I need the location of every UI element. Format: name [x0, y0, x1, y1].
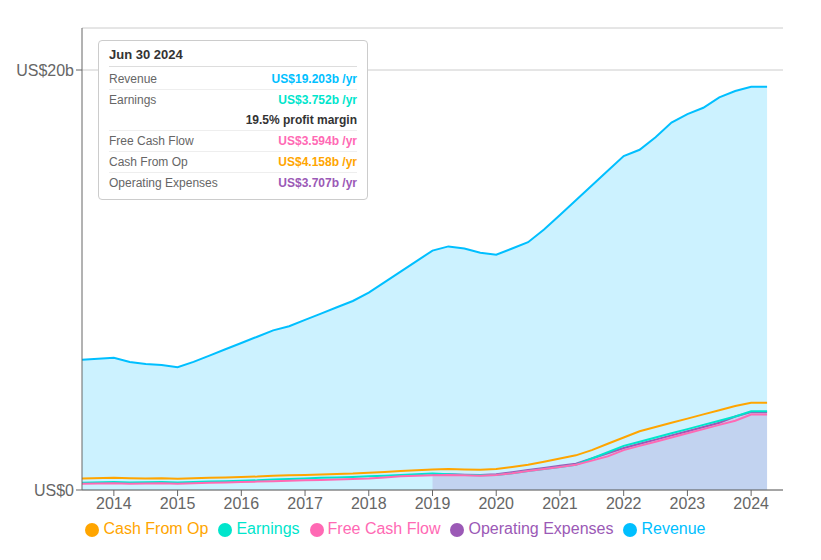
html-text:Cash From Op: Cash From Op: [109, 155, 188, 169]
svg-text:2023: 2023: [670, 495, 706, 512]
html-text:Jun 30 2024: Jun 30 2024: [109, 47, 183, 62]
html-text:Cash From Op: Cash From Op: [103, 520, 209, 537]
svg-text:2014: 2014: [96, 495, 132, 512]
svg-text:2015: 2015: [160, 495, 196, 512]
html-text:Free Cash Flow: Free Cash Flow: [327, 520, 441, 537]
svg-text:2016: 2016: [224, 495, 260, 512]
html-text:US$3.752b /yr: US$3.752b /yr: [278, 93, 357, 107]
html-text:Revenue: Revenue: [109, 72, 157, 86]
html-text:Operating Expenses: Operating Expenses: [468, 520, 614, 537]
html-text:US$4.158b /yr: US$4.158b /yr: [278, 155, 357, 169]
html-text:Earnings: Earnings: [236, 520, 300, 537]
html-text:Earnings: Earnings: [109, 93, 157, 107]
svg-text:US$20b: US$20b: [16, 62, 74, 79]
html-text:Operating Expenses: Operating Expenses: [109, 176, 218, 190]
html-text:Revenue: Revenue: [641, 520, 706, 537]
html-text:19.5% profit margin: 19.5% profit margin: [245, 113, 357, 127]
svg-text:2024: 2024: [733, 495, 769, 512]
svg-text:2018: 2018: [351, 495, 387, 512]
html-text:US$3.707b /yr: US$3.707b /yr: [278, 176, 357, 190]
svg-text:2020: 2020: [478, 495, 514, 512]
svg-text:2022: 2022: [606, 495, 642, 512]
html-text:US$3.594b /yr: US$3.594b /yr: [278, 134, 357, 148]
svg-text:US$0: US$0: [34, 482, 74, 499]
html-text:Free Cash Flow: Free Cash Flow: [109, 134, 194, 148]
svg-text:2019: 2019: [415, 495, 451, 512]
html-text:US$19.203b /yr: US$19.203b /yr: [271, 72, 357, 86]
svg-text:2021: 2021: [542, 495, 578, 512]
svg-text:2017: 2017: [287, 495, 323, 512]
